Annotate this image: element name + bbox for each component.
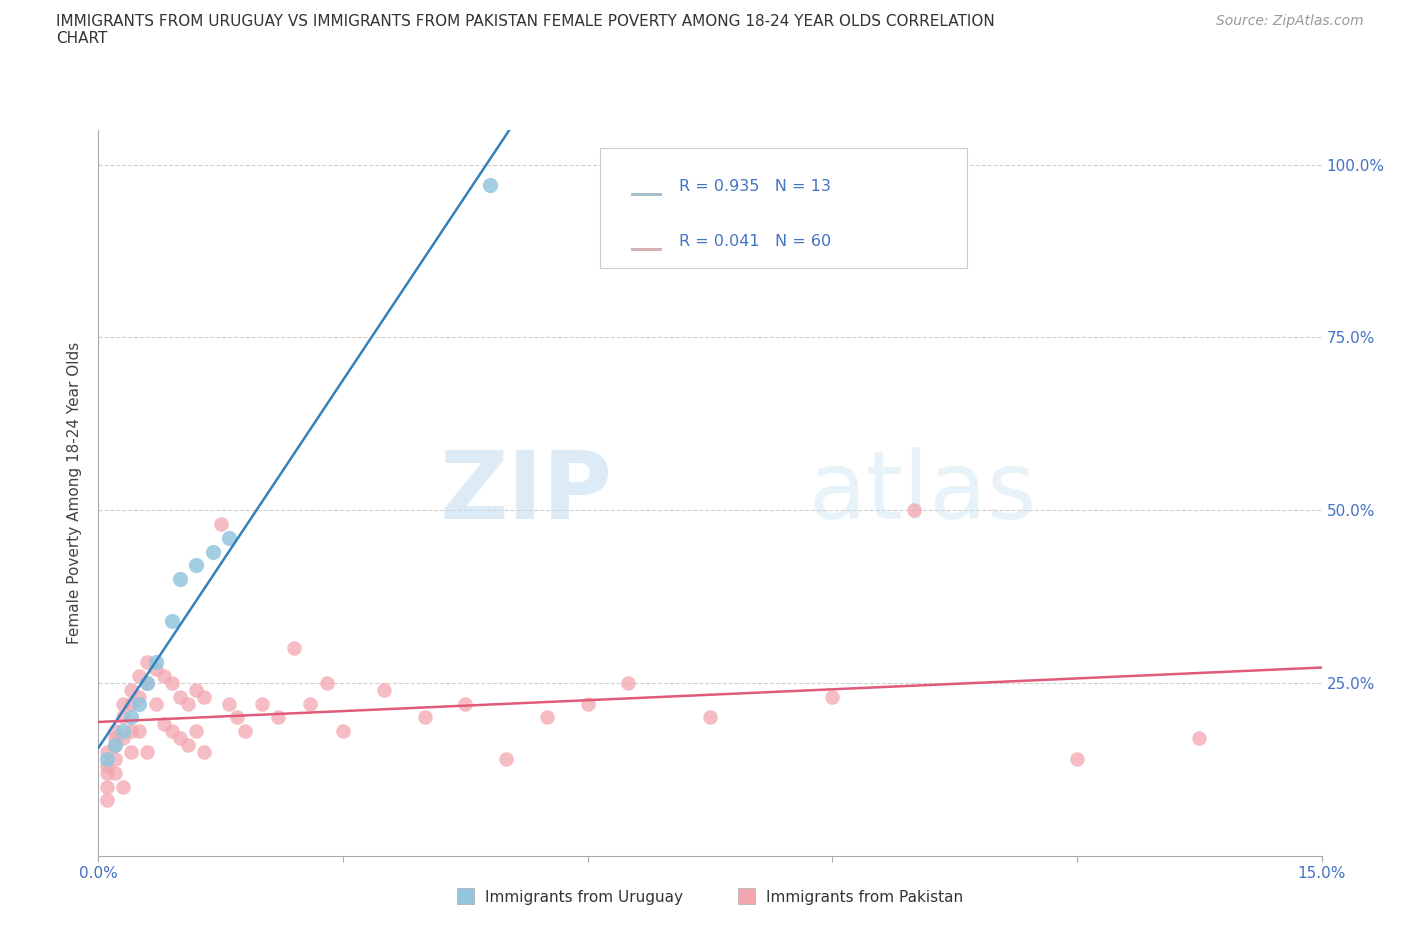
Point: [160, 613, 183, 628]
Text: IMMIGRANTS FROM URUGUAY VS IMMIGRANTS FROM PAKISTAN FEMALE POVERTY AMONG 18-24 Y: IMMIGRANTS FROM URUGUAY VS IMMIGRANTS FR…: [56, 14, 995, 29]
Point: [96, 745, 118, 760]
Point: [413, 710, 436, 724]
Point: [226, 710, 249, 724]
Point: [96, 751, 118, 766]
FancyBboxPatch shape: [630, 247, 661, 250]
Y-axis label: Female Poverty Among 18-24 Year Olds: Female Poverty Among 18-24 Year Olds: [67, 342, 83, 644]
Point: [111, 779, 134, 794]
Point: [136, 675, 159, 690]
Point: [152, 669, 174, 684]
Point: [120, 697, 142, 711]
Point: [104, 737, 127, 752]
Point: [160, 675, 183, 690]
Point: [233, 724, 256, 738]
Point: [283, 641, 305, 656]
Point: [177, 737, 200, 752]
Point: [104, 765, 127, 780]
Point: [152, 717, 174, 732]
Point: [136, 655, 159, 670]
Text: Immigrants from Pakistan: Immigrants from Pakistan: [766, 890, 963, 905]
Point: [128, 669, 150, 684]
Point: [169, 572, 191, 587]
Point: [250, 697, 273, 711]
Text: R = 0.041   N = 60: R = 0.041 N = 60: [679, 233, 831, 248]
Point: [478, 178, 501, 193]
Point: [96, 765, 118, 780]
Point: [104, 751, 127, 766]
Point: [96, 758, 118, 773]
Point: [128, 724, 150, 738]
Point: [267, 710, 290, 724]
Point: [617, 675, 640, 690]
Point: [218, 697, 240, 711]
Point: [96, 793, 118, 808]
Text: CHART: CHART: [56, 31, 108, 46]
Text: Source: ZipAtlas.com: Source: ZipAtlas.com: [1216, 14, 1364, 28]
Point: [576, 697, 599, 711]
Text: Immigrants from Uruguay: Immigrants from Uruguay: [485, 890, 683, 905]
Text: atlas: atlas: [808, 447, 1036, 538]
Point: [96, 779, 118, 794]
Point: [193, 689, 215, 704]
Point: [373, 683, 395, 698]
Point: [821, 689, 844, 704]
Point: [186, 558, 208, 573]
Point: [160, 724, 183, 738]
Point: [120, 683, 142, 698]
Point: [111, 710, 134, 724]
Point: [104, 731, 127, 746]
Text: ZIP: ZIP: [439, 447, 612, 538]
Point: [536, 710, 558, 724]
Point: [111, 724, 134, 738]
Text: R = 0.935   N = 13: R = 0.935 N = 13: [679, 179, 831, 194]
Point: [454, 697, 477, 711]
Point: [193, 745, 215, 760]
Point: [104, 737, 127, 752]
Point: [145, 697, 167, 711]
Point: [136, 675, 159, 690]
Point: [128, 689, 150, 704]
Point: [145, 655, 167, 670]
Point: [169, 731, 191, 746]
Point: [111, 697, 134, 711]
Point: [186, 683, 208, 698]
Point: [299, 697, 322, 711]
Point: [495, 751, 517, 766]
Point: [120, 745, 142, 760]
Point: [111, 731, 134, 746]
Point: [201, 544, 224, 559]
Point: [209, 516, 232, 531]
Point: [699, 710, 721, 724]
Point: [218, 530, 240, 545]
Point: [120, 724, 142, 738]
FancyBboxPatch shape: [600, 149, 967, 268]
Point: [332, 724, 354, 738]
Point: [169, 689, 191, 704]
Point: [186, 724, 208, 738]
Point: [177, 697, 200, 711]
Point: [136, 745, 159, 760]
Point: [903, 503, 925, 518]
Point: [120, 710, 142, 724]
FancyBboxPatch shape: [630, 193, 661, 195]
Point: [145, 661, 167, 676]
Point: [315, 675, 337, 690]
Point: [104, 724, 127, 738]
Point: [1066, 751, 1088, 766]
Point: [1188, 731, 1211, 746]
Point: [128, 697, 150, 711]
